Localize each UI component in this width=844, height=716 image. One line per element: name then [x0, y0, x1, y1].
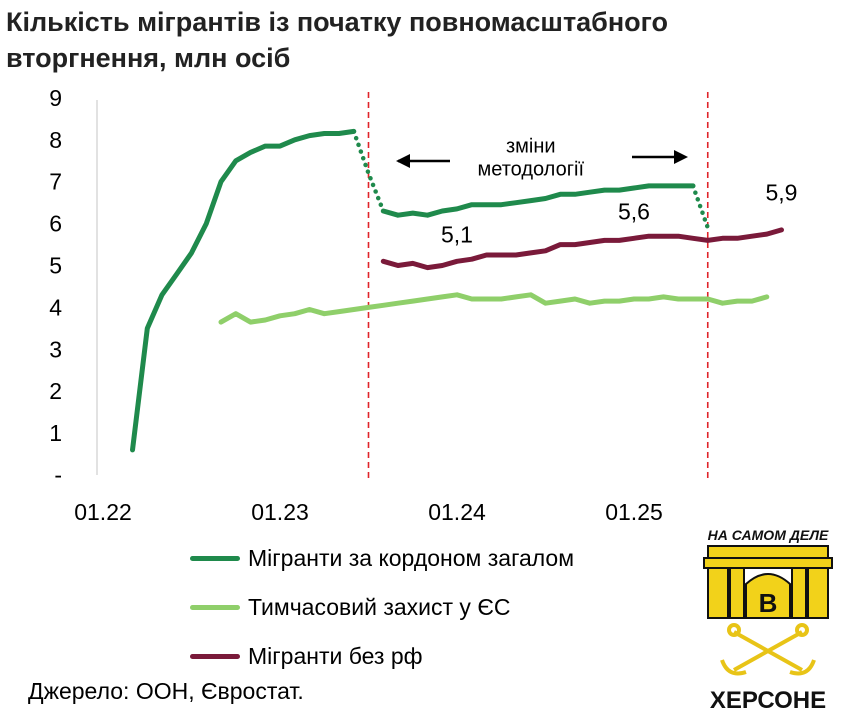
- logo-top-text: НА САМОМ ДЕЛЕ: [708, 527, 829, 543]
- legend-swatch-no-rf: [190, 654, 240, 659]
- logo-letter: В: [759, 588, 778, 618]
- methodology-note: методології: [478, 158, 585, 180]
- methodology-arrows: [396, 150, 688, 168]
- legend-label-no-rf: Мігранти без рф: [248, 643, 423, 669]
- y-axis-ticks: - 1 2 3 4 5 6 7 8 9: [49, 85, 62, 488]
- series-1: [218, 292, 770, 325]
- anchors-icon: [720, 623, 816, 676]
- y-tick-label: -: [54, 462, 62, 488]
- series-line-dotted: [351, 129, 386, 214]
- value-label: 5,1: [441, 221, 473, 247]
- series-group: [130, 128, 784, 453]
- x-tick-label: 01.22: [74, 499, 132, 525]
- x-tick-label: 01.24: [428, 499, 486, 525]
- y-tick-label: 6: [49, 211, 62, 237]
- series-line: [218, 292, 770, 325]
- value-label: 5,6: [618, 198, 650, 224]
- legend-item-eu: Тимчасовий захист у ЄС: [190, 583, 574, 632]
- source-note: Джерело: ООН, Євростат.: [28, 678, 304, 704]
- series-0: [130, 128, 711, 453]
- series-line: [130, 128, 357, 453]
- y-tick-label: 9: [49, 85, 62, 111]
- y-tick-label: 1: [49, 420, 62, 446]
- y-tick-label: 8: [49, 127, 62, 153]
- series-line: [380, 183, 696, 218]
- arrow-right-head: [674, 150, 688, 164]
- y-tick-label: 2: [49, 378, 62, 404]
- y-tick-label: 5: [49, 253, 62, 279]
- arrow-left-head: [396, 154, 410, 168]
- logo: НА САМОМ ДЕЛЕ В ХЕРСОНЕ: [703, 527, 833, 714]
- x-tick-label: 01.25: [605, 499, 663, 525]
- logo-bottom-text: ХЕРСОНЕ: [710, 687, 826, 714]
- legend-label-eu: Тимчасовий захист у ЄС: [248, 594, 511, 620]
- value-label: 5,9: [766, 180, 798, 206]
- legend-item-total: Мігранти за кордоном загалом: [190, 534, 574, 583]
- y-tick-label: 7: [49, 169, 62, 195]
- chart-title: Кількість мігрантів із початку повномасш…: [6, 7, 669, 73]
- legend: Мігранти за кордоном загалом Тимчасовий …: [190, 534, 574, 681]
- series-line-dotted: [690, 183, 711, 231]
- y-tick-label: 4: [49, 294, 62, 320]
- methodology-note: зміни: [506, 135, 556, 157]
- methodology-lines: [367, 92, 709, 478]
- series-2: [380, 227, 784, 271]
- y-tick-label: 3: [49, 336, 62, 362]
- x-tick-label: 01.23: [251, 499, 309, 525]
- legend-swatch-total: [190, 556, 240, 561]
- logo-building: [703, 545, 833, 619]
- legend-swatch-eu: [190, 605, 240, 610]
- x-axis-ticks: 01.22 01.23 01.24 01.25: [74, 499, 663, 525]
- legend-item-no-rf: Мігранти без рф: [190, 632, 574, 681]
- legend-label-total: Мігранти за кордоном загалом: [248, 545, 575, 571]
- series-line: [380, 227, 784, 271]
